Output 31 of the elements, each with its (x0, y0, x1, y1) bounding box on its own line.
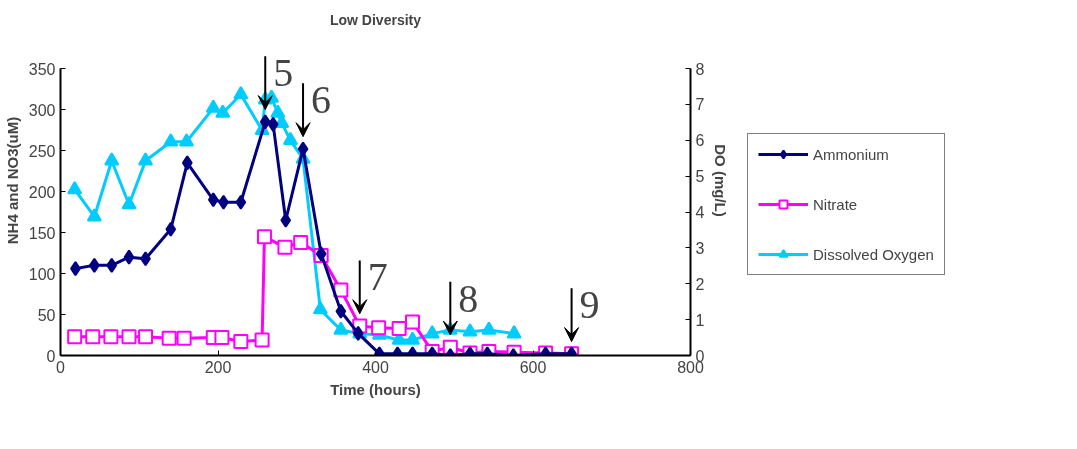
y-tick-label: 300 (28, 101, 56, 119)
y2-axis-title: DO (mg/L) (712, 144, 730, 217)
y-tick-label: 200 (28, 183, 56, 201)
x-tick-label: 200 (204, 358, 232, 376)
y2-tick-label: 8 (695, 60, 705, 78)
y-tick-label: 0 (46, 347, 56, 365)
y-axis-title: NH4 and NO3(uM) (3, 116, 21, 245)
legend-label: Ammonium (813, 145, 890, 163)
y-tick-label: 350 (28, 60, 56, 78)
y2-tick-label: 7 (695, 96, 705, 114)
legend-label: Dissolved Oxygen (813, 245, 934, 263)
y2-tick-label: 6 (695, 132, 705, 150)
y2-tick-label: 5 (695, 168, 705, 186)
annotation: 6 (311, 77, 332, 123)
y-tick-label: 50 (37, 306, 56, 324)
annotation: 9 (579, 282, 600, 328)
y2-tick-label: 1 (695, 311, 705, 329)
y-tick-label: 100 (28, 265, 56, 283)
annotation: 7 (367, 254, 388, 300)
x-tick-label: 400 (362, 358, 389, 376)
y2-tick-label: 3 (695, 239, 705, 257)
y2-tick-label: 4 (695, 204, 705, 222)
annotation: 5 (273, 50, 294, 96)
y2-tick-label: 2 (695, 275, 705, 293)
y-tick-label: 150 (28, 224, 56, 242)
legend-label: Nitrate (813, 195, 859, 213)
x-axis-title: Time (hours) (330, 380, 421, 398)
annotation: 8 (458, 275, 479, 321)
x-tick-label: 600 (519, 358, 547, 376)
chart-title: Low Diversity (329, 11, 422, 28)
y-tick-label: 250 (28, 142, 56, 160)
